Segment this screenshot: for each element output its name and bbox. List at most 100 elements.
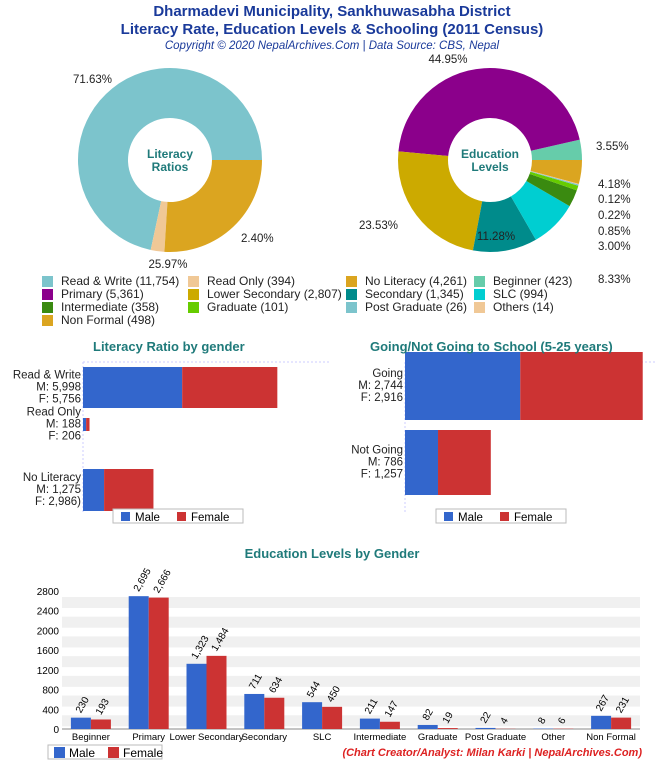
bar-male bbox=[128, 596, 149, 729]
bar-category-label: M: 188 bbox=[46, 419, 81, 431]
bar-category-label: Not Going bbox=[351, 445, 403, 457]
x-tick-label: Beginner bbox=[72, 732, 110, 743]
pie-slice-secondary bbox=[472, 196, 536, 252]
grid-band bbox=[62, 616, 640, 628]
legend-item: Read Only (394) bbox=[188, 274, 295, 288]
y-tick-label: 2800 bbox=[37, 587, 60, 598]
bar-value-label: 2,666 bbox=[152, 568, 174, 596]
legend-item: Post Graduate (26) bbox=[346, 300, 467, 314]
x-tick-label: Post Graduate bbox=[465, 732, 526, 743]
bar-category-label: F: 1,257 bbox=[361, 469, 403, 481]
bar-male bbox=[83, 469, 105, 511]
bar-value-label: 4 bbox=[499, 716, 512, 727]
edu-legend-box bbox=[47, 744, 163, 760]
legend-swatch bbox=[42, 314, 53, 326]
x-tick-label: Graduate bbox=[418, 732, 458, 743]
pie-slice-no-literacy bbox=[164, 160, 262, 252]
legend-label: Read Only (394) bbox=[207, 274, 296, 288]
bar-female bbox=[206, 655, 227, 729]
pie-pct-label: 3.55% bbox=[596, 141, 629, 153]
grid-band bbox=[62, 675, 640, 687]
legend-swatch-female bbox=[500, 512, 509, 521]
legend-swatch bbox=[188, 275, 199, 287]
bar-male bbox=[70, 717, 91, 729]
bar-male bbox=[302, 702, 323, 729]
y-tick-label: 1600 bbox=[37, 646, 60, 657]
bar-female bbox=[438, 430, 491, 495]
legend-swatch bbox=[346, 301, 357, 313]
x-tick-label: Other bbox=[541, 732, 565, 743]
legend-label: Primary (5,361) bbox=[61, 287, 144, 301]
y-tick-label: 1200 bbox=[37, 666, 60, 677]
y-tick-label: 2400 bbox=[37, 607, 60, 618]
legend-label: Post Graduate (26) bbox=[365, 300, 468, 314]
bar-category-label: Read Only bbox=[27, 407, 82, 419]
legend-label: Read & Write (11,754) bbox=[61, 274, 180, 288]
pie-slice-primary bbox=[398, 67, 580, 157]
bar-category-label: M: 5,998 bbox=[36, 382, 81, 394]
pie-pct-label: 0.22% bbox=[598, 210, 631, 222]
x-tick-label: SLC bbox=[313, 732, 332, 743]
bar-female bbox=[148, 597, 169, 729]
pie-slice-slc bbox=[510, 181, 570, 240]
x-tick-label: Intermediate bbox=[353, 732, 406, 743]
bar-category-label: F: 206 bbox=[48, 431, 81, 443]
pie-slice-others bbox=[530, 170, 579, 185]
y-tick-label: 800 bbox=[42, 686, 59, 697]
pie-pct-label: 0.85% bbox=[598, 226, 631, 238]
legend-label: Non Formal (498) bbox=[61, 313, 156, 327]
bar-value-label: 8 bbox=[536, 715, 549, 726]
title-line-2: Literacy Rate, Education Levels & School… bbox=[120, 21, 544, 38]
legend-swatch bbox=[474, 288, 485, 300]
pie-slice-non-formal bbox=[530, 160, 582, 184]
bar-category-label: F: 5,756 bbox=[39, 394, 81, 406]
bar-male bbox=[83, 367, 183, 408]
pie-center-label: Literacy bbox=[147, 147, 193, 161]
bar-category-label: No Literacy bbox=[23, 472, 81, 484]
pie-center-label: Ratios bbox=[152, 160, 189, 174]
legend-label: Others (14) bbox=[493, 300, 554, 314]
pie-slice-lower-secondary bbox=[398, 151, 483, 251]
credit: (Chart Creator/Analyst: Milan Karki | Ne… bbox=[342, 747, 642, 759]
bar-category-label: F: 2,916 bbox=[361, 392, 403, 404]
bar-category-label: Going bbox=[372, 368, 403, 380]
y-tick-label: 400 bbox=[42, 705, 59, 716]
legend-label-female: Female bbox=[514, 512, 552, 524]
bar-male bbox=[244, 693, 265, 729]
x-tick-label: Lower Secondary bbox=[170, 732, 244, 743]
pie-pct-label: 11.28% bbox=[477, 231, 515, 243]
pie-pct-label: 3.00% bbox=[598, 241, 631, 253]
bar-male bbox=[591, 715, 612, 729]
x-tick-label: Non Formal bbox=[586, 732, 636, 743]
pie-center-label: Education bbox=[461, 147, 519, 161]
legend-swatch-female bbox=[177, 512, 186, 521]
bar-male bbox=[417, 724, 438, 729]
bar-male bbox=[186, 663, 207, 729]
pie-slice-intermediate bbox=[526, 173, 577, 207]
pie-pct-label: 23.53% bbox=[359, 220, 398, 232]
pie-slice-beginner bbox=[530, 139, 582, 160]
legend-item: Beginner (423) bbox=[474, 274, 572, 288]
legend-label-male: Male bbox=[458, 512, 483, 524]
bar-value-label: 6 bbox=[556, 716, 569, 727]
legend-item: Read & Write (11,754) bbox=[42, 274, 179, 288]
legend-item: Primary (5,361) bbox=[42, 287, 144, 301]
legend-label-female: Female bbox=[123, 746, 163, 760]
bar-female bbox=[379, 721, 400, 729]
bar-female bbox=[86, 418, 90, 431]
legend-swatch-male bbox=[54, 747, 65, 758]
legend-swatch-male bbox=[444, 512, 453, 521]
legend-item: SLC (994) bbox=[474, 287, 548, 301]
legend-swatch bbox=[42, 275, 53, 287]
pie-pct-label: 25.97% bbox=[148, 259, 187, 271]
legend-swatch bbox=[42, 301, 53, 313]
legend-item: No Literacy (4,261) bbox=[346, 274, 467, 288]
grid-band bbox=[62, 715, 640, 727]
legend-item: Lower Secondary (2,807) bbox=[188, 287, 342, 301]
bar-female bbox=[264, 697, 285, 729]
bar-female bbox=[520, 352, 643, 420]
pie-slice-graduate bbox=[529, 171, 579, 191]
legend-label: Intermediate (358) bbox=[61, 300, 160, 314]
legend-label: Lower Secondary (2,807) bbox=[207, 287, 342, 301]
